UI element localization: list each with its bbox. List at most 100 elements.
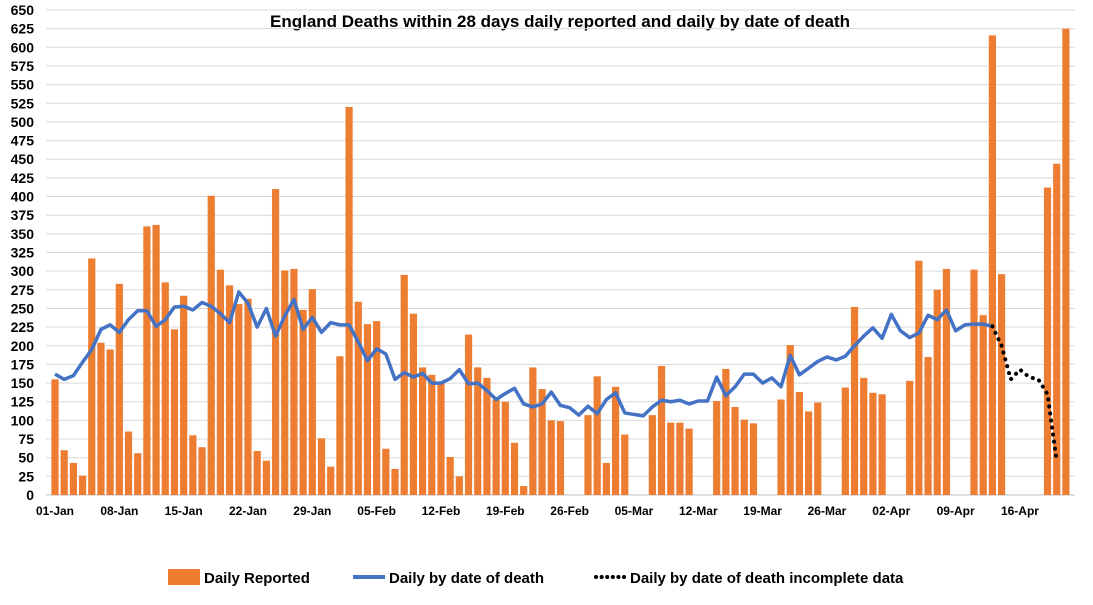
bar xyxy=(860,377,868,495)
y-tick-label: 75 xyxy=(18,431,34,447)
bar xyxy=(676,422,684,495)
x-tick-label: 05-Feb xyxy=(357,504,396,518)
y-tick-label: 225 xyxy=(11,319,35,335)
x-tick-label: 26-Mar xyxy=(808,504,847,518)
bar xyxy=(621,434,629,495)
bar xyxy=(657,365,666,495)
bar xyxy=(510,442,519,495)
lines xyxy=(54,290,1059,464)
bar xyxy=(464,334,473,495)
bar xyxy=(1053,163,1061,495)
bar xyxy=(942,268,951,495)
legend-label-incomplete: Daily by date of death incomplete data xyxy=(630,570,904,587)
bar xyxy=(446,456,454,495)
bar xyxy=(391,468,399,495)
x-tick-label: 05-Mar xyxy=(615,504,654,518)
bar xyxy=(611,386,620,495)
bar xyxy=(906,380,914,495)
bar xyxy=(795,392,803,495)
y-tick-label: 100 xyxy=(11,412,35,428)
x-tick-label: 29-Jan xyxy=(293,504,331,518)
bar xyxy=(970,269,978,495)
y-tick-label: 325 xyxy=(11,245,35,261)
bar xyxy=(869,392,877,495)
x-tick-label: 08-Jan xyxy=(100,504,138,518)
bar xyxy=(60,450,68,495)
bar xyxy=(814,402,822,495)
bar xyxy=(997,274,1006,495)
bar xyxy=(713,400,721,495)
y-tick-label: 0 xyxy=(26,487,34,503)
bar xyxy=(749,423,758,495)
legend-label-daily-reported: Daily Reported xyxy=(204,570,310,587)
bar xyxy=(538,389,546,495)
bar xyxy=(988,35,996,495)
x-tick-label: 16-Apr xyxy=(1001,504,1039,518)
bar xyxy=(804,411,813,495)
y-tick-label: 200 xyxy=(11,338,35,354)
bar xyxy=(152,224,160,495)
y-tick-label: 150 xyxy=(11,375,35,391)
bar xyxy=(97,342,105,495)
bar xyxy=(979,315,987,495)
bar xyxy=(1062,28,1070,496)
bar xyxy=(106,349,114,495)
bar xyxy=(51,379,59,495)
bar xyxy=(740,419,748,495)
bar xyxy=(915,260,923,495)
bar xyxy=(78,475,87,495)
bar xyxy=(685,428,693,495)
bar xyxy=(722,368,730,495)
bar xyxy=(593,376,601,495)
bar xyxy=(455,476,463,495)
bar xyxy=(290,268,298,495)
bar xyxy=(207,195,215,496)
x-tick-label: 12-Mar xyxy=(679,504,718,518)
y-tick-label: 50 xyxy=(18,450,34,466)
bar xyxy=(501,401,509,495)
bar xyxy=(1043,187,1052,496)
y-axis: 0 25 50 75 100 125 150 175 200 225 250 275 300 325 350… xyxy=(11,2,35,503)
x-tick-label: 19-Feb xyxy=(486,504,525,518)
bar xyxy=(382,448,390,495)
x-axis: 01-Jan 08-Jan 15-Jan 22-Jan 29-Jan 05-Feb 12-F… xyxy=(36,504,1039,518)
bar xyxy=(556,421,565,495)
bars-daily-reported xyxy=(51,28,1070,496)
bar xyxy=(419,367,427,495)
bar xyxy=(841,387,849,495)
bar xyxy=(437,382,445,495)
legend-swatch-daily-reported xyxy=(168,569,200,585)
y-tick-label: 650 xyxy=(11,2,35,18)
bar xyxy=(409,313,418,495)
bar xyxy=(299,309,307,495)
bar xyxy=(602,462,610,495)
y-tick-label: 500 xyxy=(11,114,35,130)
y-tick-label: 250 xyxy=(11,300,35,316)
bar xyxy=(180,295,188,495)
x-tick-label: 15-Jan xyxy=(165,504,203,518)
bar xyxy=(933,289,941,495)
bar xyxy=(308,289,316,495)
y-tick-label: 300 xyxy=(11,263,35,279)
y-tick-label: 350 xyxy=(11,226,35,242)
bar xyxy=(198,447,206,495)
y-tick-label: 575 xyxy=(11,58,35,74)
bar xyxy=(400,274,408,495)
legend-label-date-of-death: Daily by date of death xyxy=(389,570,544,587)
bar xyxy=(143,226,151,495)
bar xyxy=(281,270,289,495)
y-tick-label: 425 xyxy=(11,170,35,186)
bar xyxy=(529,367,537,495)
line-incomplete-data xyxy=(990,324,1059,464)
y-tick-label: 525 xyxy=(11,95,35,111)
y-tick-label: 25 xyxy=(18,468,34,484)
bar xyxy=(226,285,234,495)
x-tick-label: 22-Jan xyxy=(229,504,267,518)
bar xyxy=(161,282,169,495)
bar xyxy=(520,486,528,495)
bar xyxy=(244,298,252,495)
x-tick-label: 01-Jan xyxy=(36,504,74,518)
bar xyxy=(786,345,794,495)
bar xyxy=(69,462,77,495)
